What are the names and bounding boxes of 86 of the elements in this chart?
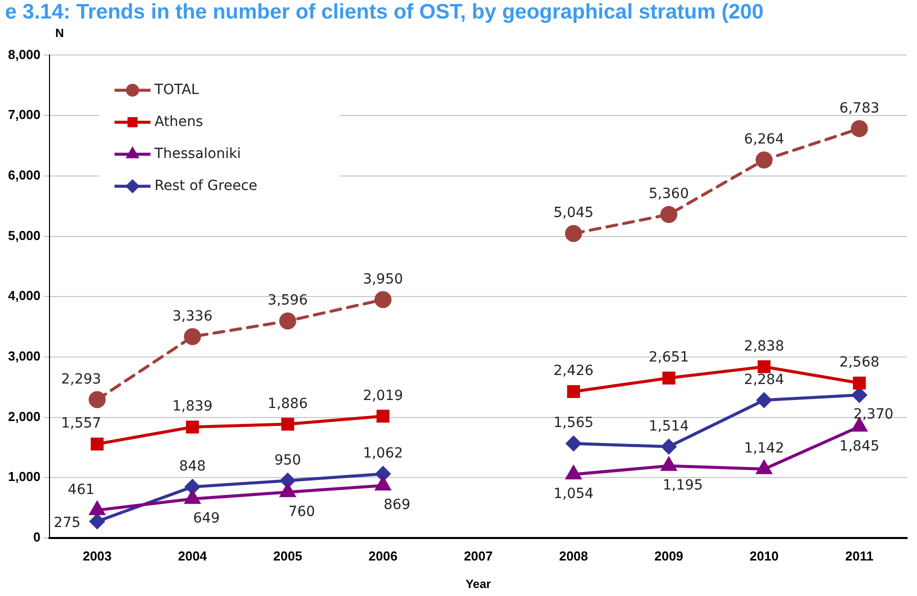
y-tick-label: 4,000 — [8, 288, 41, 304]
data-label: 1,062 — [362, 446, 404, 462]
data-label: 275 — [54, 515, 81, 532]
point — [376, 410, 390, 423]
point — [184, 490, 200, 504]
y-tick-label: 2,000 — [8, 408, 41, 424]
point — [756, 392, 772, 408]
x-tick-label: 2010 — [750, 548, 779, 564]
legend-label: Rest of Greece — [154, 178, 258, 194]
data-label: 2,426 — [553, 363, 594, 380]
data-label: 6,264 — [744, 132, 784, 148]
data-label: 1,142 — [744, 440, 784, 457]
y-tick-label: 7,000 — [8, 107, 41, 122]
y-tick-label: 8,000 — [8, 46, 41, 62]
x-tick-label: 2011 — [845, 548, 874, 564]
x-axis-title: Year — [466, 577, 492, 592]
x-tick-label: 2003 — [82, 548, 112, 564]
data-label: 649 — [193, 510, 220, 526]
data-label: 6,783 — [839, 100, 880, 116]
data-label: 2,284 — [744, 372, 784, 388]
legend-label: TOTAL — [154, 82, 200, 98]
point — [90, 438, 104, 450]
x-tick-label: 2008 — [559, 548, 588, 564]
point — [850, 120, 868, 138]
data-label: 1,565 — [553, 415, 594, 432]
data-label: 1,839 — [172, 398, 212, 415]
point — [186, 420, 199, 434]
point — [662, 372, 676, 384]
point — [661, 439, 676, 454]
y-tick-label: 5,000 — [8, 228, 41, 243]
data-label: 2,651 — [648, 350, 689, 366]
x-tick-label: 2009 — [654, 548, 684, 564]
point — [566, 436, 582, 452]
data-label: 1,557 — [61, 416, 102, 432]
point — [184, 479, 200, 494]
legend-label: Athens — [154, 114, 204, 130]
data-label: 461 — [68, 482, 95, 498]
point — [281, 418, 294, 431]
point — [756, 460, 772, 474]
point — [567, 385, 580, 398]
data-label: 5,360 — [648, 186, 689, 202]
data-label: 950 — [274, 452, 302, 468]
legend-label: Thessaloniki — [154, 146, 241, 162]
point — [280, 484, 296, 498]
data-label: 2,838 — [744, 338, 784, 354]
point — [660, 206, 678, 224]
chart-title: e 3.14: Trends in the number of clients of OST, by geographical stratum (200 — [5, 0, 764, 24]
point — [184, 328, 201, 346]
data-label: 1,845 — [839, 438, 880, 454]
x-tick-label: 2004 — [178, 548, 208, 564]
point — [375, 477, 391, 491]
data-label: 1,054 — [553, 486, 594, 502]
data-label: 2,293 — [61, 371, 102, 388]
data-label: 5,045 — [553, 205, 594, 222]
data-label: 1,886 — [268, 396, 308, 412]
point — [756, 151, 773, 168]
data-label: 760 — [288, 504, 316, 520]
point — [280, 473, 296, 488]
data-label: 2,019 — [362, 388, 404, 404]
y-tick-label: 3,000 — [8, 348, 41, 364]
data-label: 848 — [179, 458, 206, 474]
data-label: 1,514 — [648, 418, 689, 434]
data-label: 2,568 — [839, 354, 880, 371]
point — [661, 457, 676, 471]
point — [90, 514, 105, 529]
y-axis-title: N — [55, 26, 64, 40]
point — [852, 376, 866, 390]
data-label: 3,596 — [268, 292, 308, 309]
point — [279, 312, 296, 330]
point — [566, 466, 582, 480]
point — [374, 291, 392, 308]
data-label: 1,195 — [662, 478, 703, 494]
x-tick-label: 2006 — [368, 548, 398, 564]
data-label: 869 — [384, 497, 410, 514]
point — [565, 225, 582, 242]
y-tick-label: 6,000 — [8, 167, 41, 182]
y-tick-label: 1,000 — [8, 469, 41, 484]
data-label: 3,950 — [362, 271, 404, 288]
x-tick-label: 2005 — [273, 548, 302, 564]
data-label: 2,370 — [853, 406, 894, 423]
y-tick-label: 0 — [33, 530, 41, 545]
data-label: 3,336 — [172, 308, 213, 324]
point — [758, 360, 771, 374]
point — [88, 391, 106, 408]
x-tick-label: 2007 — [464, 548, 493, 564]
point — [90, 502, 105, 516]
